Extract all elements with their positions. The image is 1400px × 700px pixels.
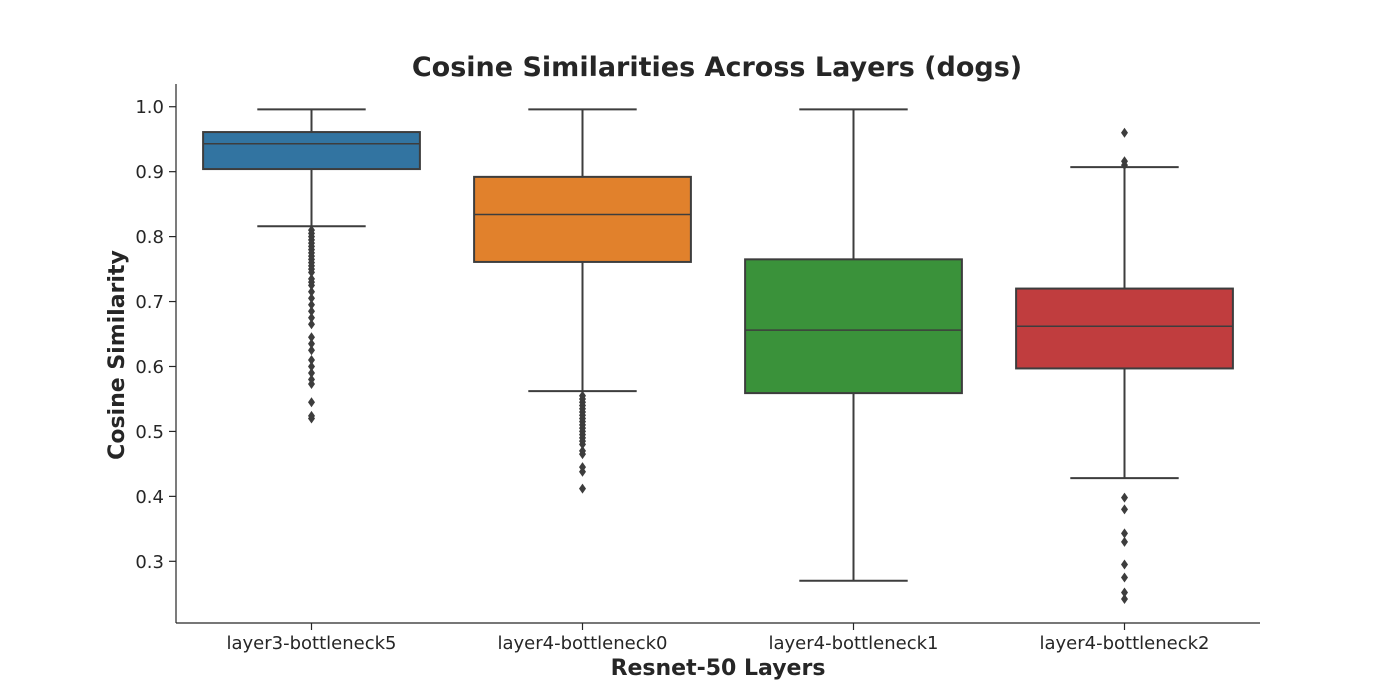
box-group (202, 108, 421, 424)
x-axis-ticks: layer3-bottleneck5 layer4-bottleneck0 laye… (227, 623, 1210, 654)
outlier-point (308, 410, 315, 421)
box-iqr (744, 258, 963, 395)
outlier-point (1121, 127, 1128, 138)
box-iqr (473, 175, 692, 263)
outlier-point (308, 312, 315, 323)
y-tick-label: 1.0 (135, 97, 164, 118)
y-tick-label: 0.9 (135, 162, 164, 183)
outlier-point (308, 345, 315, 356)
box-iqr (202, 131, 421, 171)
y-tick-label: 0.8 (135, 227, 164, 248)
plot-area (202, 108, 1234, 604)
outlier-point (308, 319, 315, 330)
y-axis-ticks: 0.3 0.4 0.5 0.6 0.7 0.8 0.9 1.0 (135, 97, 176, 573)
outlier-point (308, 361, 315, 372)
box-iqr (1015, 287, 1234, 370)
x-tick-label: layer4-bottleneck0 (498, 633, 668, 654)
outlier-point (579, 483, 586, 494)
outlier-point (1121, 572, 1128, 583)
y-axis-label: Cosine Similarity (105, 250, 130, 460)
outlier-point (308, 374, 315, 385)
outlier-point (1121, 536, 1128, 547)
outlier-point (579, 462, 586, 473)
outlier-point (579, 390, 586, 401)
outlier-point (308, 286, 315, 297)
outlier-point (308, 397, 315, 408)
y-tick-label: 0.5 (135, 422, 164, 443)
outlier-point (308, 367, 315, 378)
x-tick-label: layer4-bottleneck1 (769, 633, 939, 654)
outlier-point (308, 299, 315, 310)
y-tick-label: 0.6 (135, 357, 164, 378)
box-group (1015, 127, 1234, 604)
outlier-point (308, 354, 315, 365)
outlier-point (1121, 528, 1128, 539)
y-tick-label: 0.3 (135, 552, 164, 573)
outlier-point (308, 225, 315, 236)
x-tick-label: layer4-bottleneck2 (1040, 633, 1210, 654)
box-group (744, 108, 963, 582)
outlier-point (1121, 559, 1128, 570)
chart-title: Cosine Similarities Across Layers (dogs) (412, 52, 1022, 83)
box-group (473, 108, 692, 494)
x-axis-label: Resnet-50 Layers (611, 656, 826, 681)
outlier-point (1121, 156, 1128, 167)
outlier-point (1121, 504, 1128, 515)
outlier-point (1121, 492, 1128, 503)
y-tick-label: 0.7 (135, 292, 164, 313)
outlier-point (1121, 593, 1128, 604)
x-tick-label: layer3-bottleneck5 (227, 633, 397, 654)
outlier-point (308, 306, 315, 317)
y-tick-label: 0.4 (135, 487, 164, 508)
outlier-point (1121, 587, 1128, 598)
outlier-point (308, 332, 315, 343)
outlier-point (579, 445, 586, 456)
outlier-point (308, 338, 315, 349)
outlier-point (308, 293, 315, 304)
outlier-point (308, 273, 315, 284)
